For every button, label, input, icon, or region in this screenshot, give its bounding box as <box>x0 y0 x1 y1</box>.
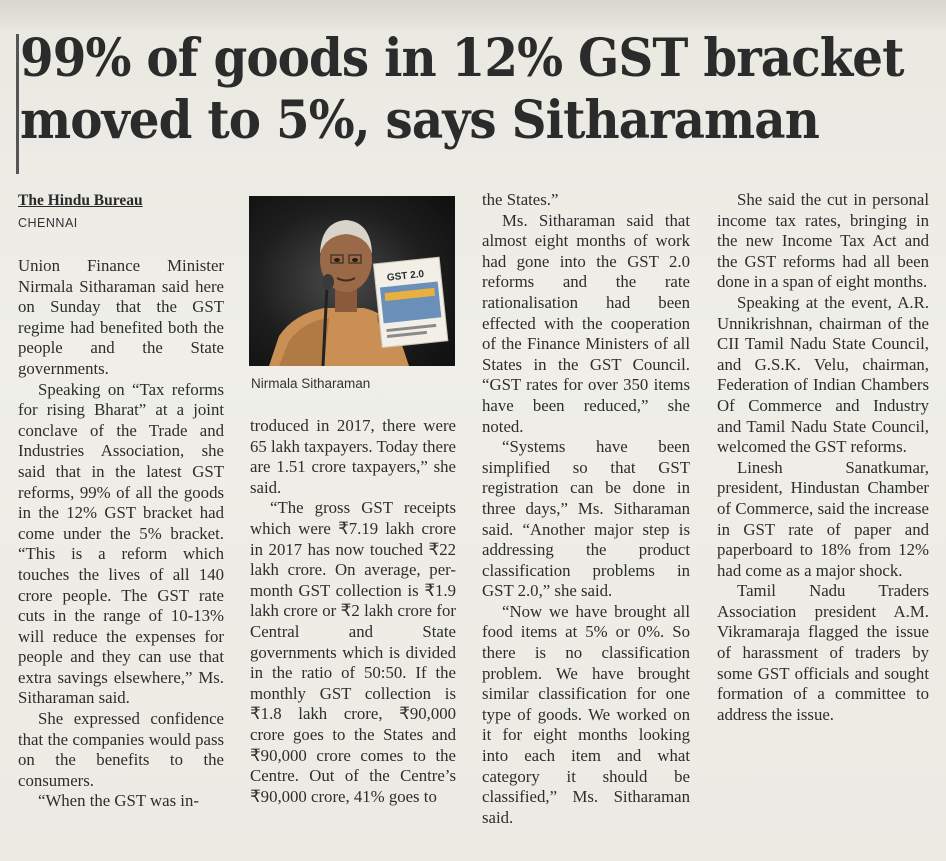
byline: The Hindu Bureau <box>18 192 143 209</box>
article-column-4: She said the cut in personal income tax … <box>717 190 929 725</box>
article-column-1: Union Finance Minister Nirmala Sitharama… <box>18 256 224 812</box>
paragraph: “When the GST was in- <box>38 791 199 811</box>
headline-line-1: 99% of goods in 12% GST bracket <box>20 28 904 89</box>
paragraph: Ms. Sitharaman said that almost eight mo… <box>482 210 690 436</box>
photo-caption: Nirmala Sitharaman <box>251 376 371 391</box>
paragraph: “Systems have been simplified so that GS… <box>482 437 690 601</box>
paragraph: troduced in 2017, there were 65 lakh tax… <box>250 416 456 497</box>
photo-illustration: GST 2.0 <box>249 196 455 366</box>
paragraph: Speaking on “Tax reforms for rising Bhar… <box>18 379 224 708</box>
paragraph: Tamil Nadu Traders Association president… <box>717 581 929 724</box>
paragraph: Union Finance Minister Nirmala Sitharama… <box>18 256 224 378</box>
photo-nirmala-sitharaman: GST 2.0 <box>249 196 455 366</box>
previous-article-bleed <box>0 0 946 30</box>
headline-rule <box>16 34 19 174</box>
paragraph: She said the cut in personal income tax … <box>717 190 929 292</box>
paragraph: Linesh Sanatkumar, president, Hindustan … <box>717 457 929 580</box>
article-column-2: troduced in 2017, there were 65 lakh tax… <box>250 416 456 807</box>
dateline: CHENNAI <box>18 216 78 230</box>
paragraph: “Now we have brought all food items at 5… <box>482 601 690 827</box>
headline: 99% of goods in 12% GST bracket moved to… <box>20 28 904 152</box>
booklet-title: GST 2.0 <box>386 269 425 284</box>
headline-line-2: moved to 5%, says Sitharaman <box>20 90 820 151</box>
paragraph: the States.” <box>482 190 559 209</box>
paragraph: Speaking at the event, A.R. Unnikrishnan… <box>717 292 929 457</box>
article-column-3: the States.” Ms. Sitharaman said that al… <box>482 190 690 828</box>
paragraph: “The gross GST receipts which were ₹7.19… <box>250 498 456 806</box>
paragraph: She expressed confidence that the compan… <box>18 709 224 790</box>
